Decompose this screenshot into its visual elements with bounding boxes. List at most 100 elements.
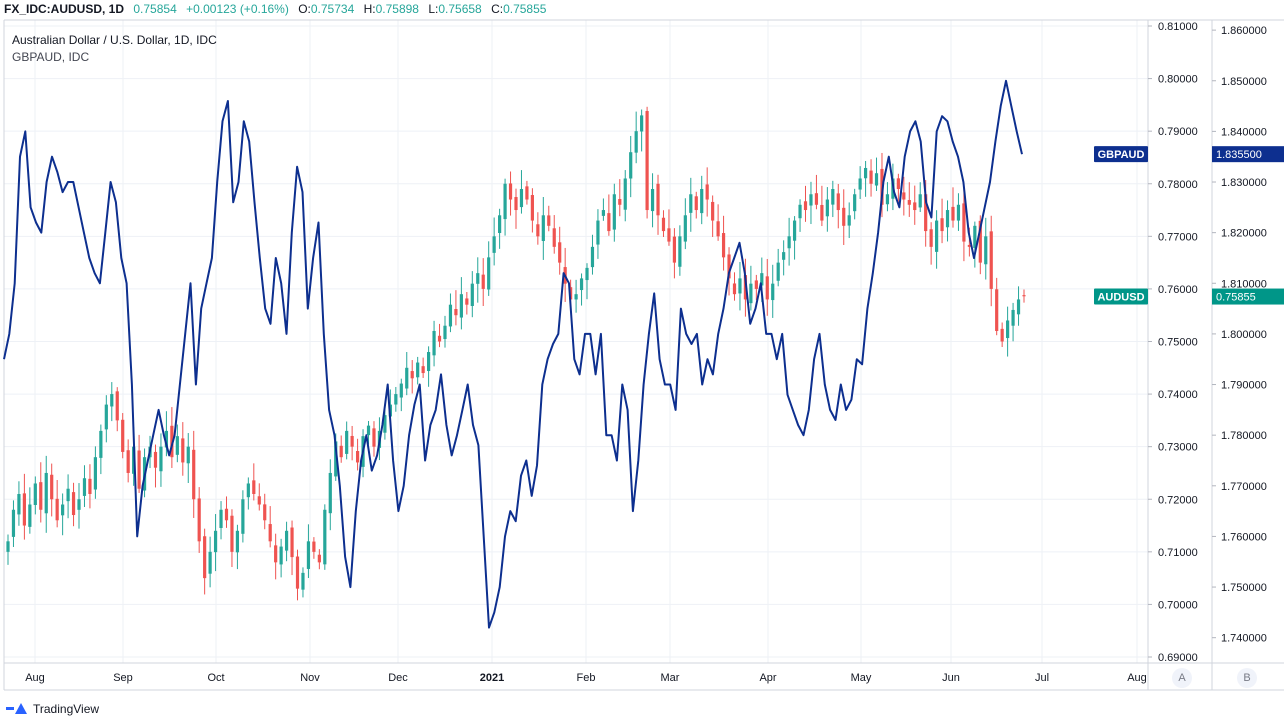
y-tick-label: 1.810000 <box>1221 278 1267 290</box>
candle-body <box>760 273 764 286</box>
candle-body <box>203 536 207 579</box>
candle-body <box>935 220 939 252</box>
candle-body <box>825 199 829 217</box>
candle <box>410 360 414 394</box>
high-label: H: <box>363 2 376 16</box>
candle-body <box>274 545 278 563</box>
brand-name: TradingView <box>33 702 100 716</box>
candle <box>623 170 627 222</box>
candle <box>694 191 698 219</box>
candle-body <box>787 236 791 249</box>
candle <box>71 482 76 527</box>
gbpaud-badge: GBPAUD 1.835500 <box>1094 146 1284 163</box>
candle <box>612 183 616 242</box>
open-value: 0.75734 <box>310 2 355 16</box>
candle <box>689 177 693 232</box>
x-tick-label: Feb <box>577 672 596 684</box>
candle-body <box>355 450 360 463</box>
open-label: O: <box>298 2 311 16</box>
candle-body <box>295 556 300 589</box>
candle <box>93 446 97 499</box>
candle-body <box>61 504 65 516</box>
candle <box>656 174 660 235</box>
candle <box>203 528 207 595</box>
overlay-series-title: GBPAUD, IDC <box>12 50 90 64</box>
candle-body <box>831 189 835 205</box>
candle-body <box>853 194 857 212</box>
candle <box>541 197 545 260</box>
candle-body <box>721 233 726 258</box>
candle-body <box>50 474 54 500</box>
candle-body <box>197 498 201 542</box>
candle <box>416 356 420 385</box>
candle-body <box>55 498 59 521</box>
candle-body <box>82 478 87 496</box>
candle <box>792 216 797 260</box>
candle-body <box>678 236 682 267</box>
tradingview-logo[interactable]: TradingView <box>6 702 99 716</box>
gbpaud-badge-label-box <box>1094 146 1148 163</box>
candle-body <box>896 178 900 190</box>
candle <box>263 493 267 530</box>
candle-body <box>334 441 338 477</box>
symbol-name[interactable]: FX_IDC:AUDUSD, 1D <box>4 2 125 16</box>
candle-body <box>284 530 289 551</box>
candle-body <box>574 294 578 300</box>
candle-body <box>224 508 229 521</box>
scale-b-button[interactable]: B <box>1237 668 1257 688</box>
y-tick-label: 1.800000 <box>1221 329 1267 341</box>
candle-body <box>306 541 311 569</box>
candle-body <box>847 215 851 226</box>
candle <box>328 459 332 531</box>
candle-body <box>995 289 999 331</box>
candle-body <box>476 273 480 284</box>
candle-body <box>115 391 119 421</box>
scale-a-button[interactable]: A <box>1172 668 1192 688</box>
candle <box>126 439 130 483</box>
candle-body <box>885 194 890 205</box>
candle-body <box>913 202 917 211</box>
candle-body <box>874 173 879 186</box>
candle <box>213 514 218 572</box>
candle <box>11 500 16 547</box>
candle <box>782 240 786 276</box>
candle-body <box>279 546 283 565</box>
candle <box>153 444 158 488</box>
candle <box>913 185 917 225</box>
candle <box>907 182 911 217</box>
candle-body <box>541 215 545 242</box>
candle-body <box>454 309 458 316</box>
y-tick-label: 1.740000 <box>1221 633 1267 645</box>
candle-body <box>590 246 595 268</box>
candle <box>700 175 704 225</box>
y-tick-label: 1.790000 <box>1221 380 1267 392</box>
price-chart[interactable]: Aug Sep Oct Nov Dec 2021 Feb Mar Apr May Jun Jul Aug… <box>0 0 1284 700</box>
price-change: +0.00123 (+0.16%) <box>186 2 289 16</box>
candle <box>448 293 453 333</box>
candle-body <box>186 446 190 464</box>
candle <box>765 258 769 316</box>
candle <box>197 487 201 553</box>
candle <box>366 420 371 445</box>
candle-body <box>164 430 169 448</box>
candle <box>99 424 103 475</box>
candle-body <box>711 201 715 221</box>
candle-body <box>11 509 16 537</box>
candle <box>55 480 59 528</box>
candle-body <box>213 530 218 553</box>
candle <box>771 264 775 318</box>
y-tick-label: 1.860000 <box>1221 25 1267 37</box>
candle-body <box>672 236 677 263</box>
candle-body <box>650 189 655 212</box>
candle-body <box>803 201 808 211</box>
candle <box>579 273 584 306</box>
audusd-badge-value: 0.75855 <box>1216 292 1256 304</box>
candle <box>66 474 70 519</box>
candle <box>170 407 174 468</box>
candle-body <box>339 445 343 458</box>
y-tick-label: 0.77000 <box>1158 231 1198 243</box>
candle-body <box>110 394 114 407</box>
candle <box>973 221 977 268</box>
candle <box>590 234 595 275</box>
high-value: 0.75898 <box>375 2 419 16</box>
